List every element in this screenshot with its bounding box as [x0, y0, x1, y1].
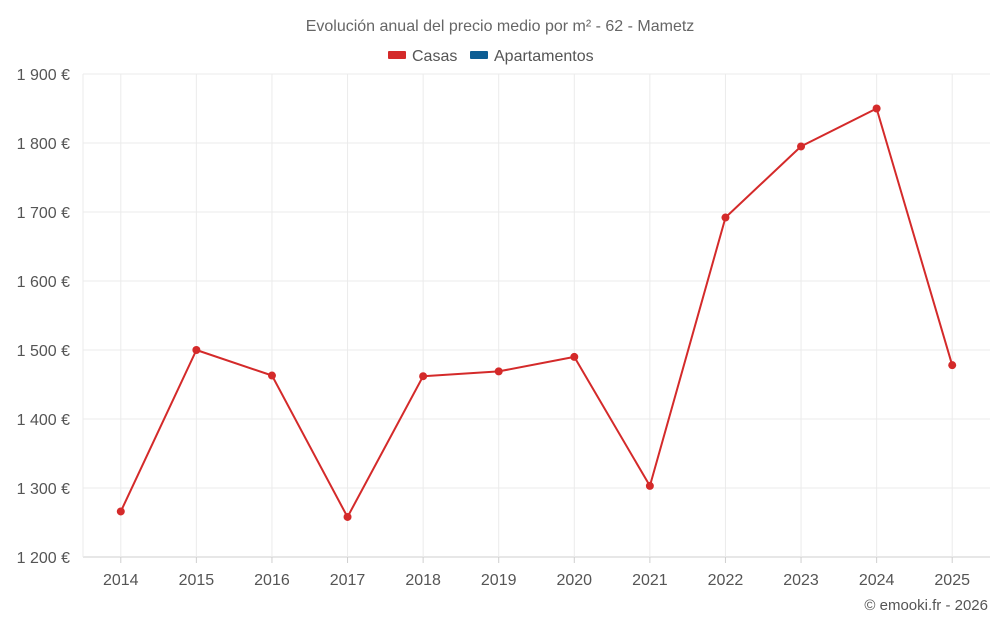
y-tick-label: 1 800 € [17, 136, 70, 153]
credit-text: © emooki.fr - 2026 [864, 597, 988, 614]
x-tick-label: 2023 [783, 572, 819, 589]
data-point-casas [721, 213, 730, 222]
y-tick-label: 1 400 € [17, 412, 70, 429]
data-point-casas [267, 371, 276, 380]
y-axis: 1 200 € 1 300 € 1 400 € 1 500 € 1 600 € 1 700… [17, 67, 70, 567]
data-point-casas [343, 512, 352, 521]
x-tick-label: 2024 [859, 572, 895, 589]
data-point-casas [419, 372, 428, 381]
y-tick-label: 1 300 € [17, 481, 70, 498]
data-point-casas [192, 346, 201, 354]
data-point-casas [872, 104, 881, 113]
legend-label-apartamentos[interactable]: Apartamentos [494, 48, 594, 65]
chart-legend: Casas Apartamentos [388, 48, 594, 65]
series-casas [116, 104, 957, 521]
x-tick-label: 2014 [103, 572, 139, 589]
y-tick-label: 1 600 € [17, 274, 70, 291]
x-tick-label: 2020 [556, 572, 592, 589]
x-tick-label: 2025 [934, 572, 970, 589]
grid-lines [82, 73, 990, 558]
x-axis: 2014 2015 2016 2017 2018 2019 2020 2021 2022 2023… [103, 557, 970, 589]
data-point-casas [494, 367, 503, 376]
data-point-casas [116, 507, 125, 516]
data-point-casas [797, 142, 806, 151]
x-tick-label: 2015 [179, 572, 215, 589]
x-tick-label: 2021 [632, 572, 668, 589]
x-tick-label: 2022 [708, 572, 744, 589]
data-point-casas [570, 352, 579, 361]
y-tick-label: 1 500 € [17, 343, 70, 360]
y-tick-label: 1 200 € [17, 550, 70, 567]
x-tick-label: 2016 [254, 572, 290, 589]
y-tick-label: 1 700 € [17, 205, 70, 222]
x-tick-label: 2019 [481, 572, 517, 589]
y-tick-label: 1 900 € [17, 67, 70, 84]
x-tick-label: 2018 [405, 572, 441, 589]
data-point-casas [645, 481, 654, 490]
chart-title: Evolución anual del precio medio por m² … [306, 18, 695, 35]
legend-label-casas[interactable]: Casas [412, 48, 457, 65]
legend-swatch-apartamentos [470, 51, 488, 59]
series-line-casas [119, 107, 954, 518]
legend-swatch-casas [388, 51, 406, 59]
data-point-casas [948, 361, 957, 370]
x-tick-label: 2017 [330, 572, 366, 589]
